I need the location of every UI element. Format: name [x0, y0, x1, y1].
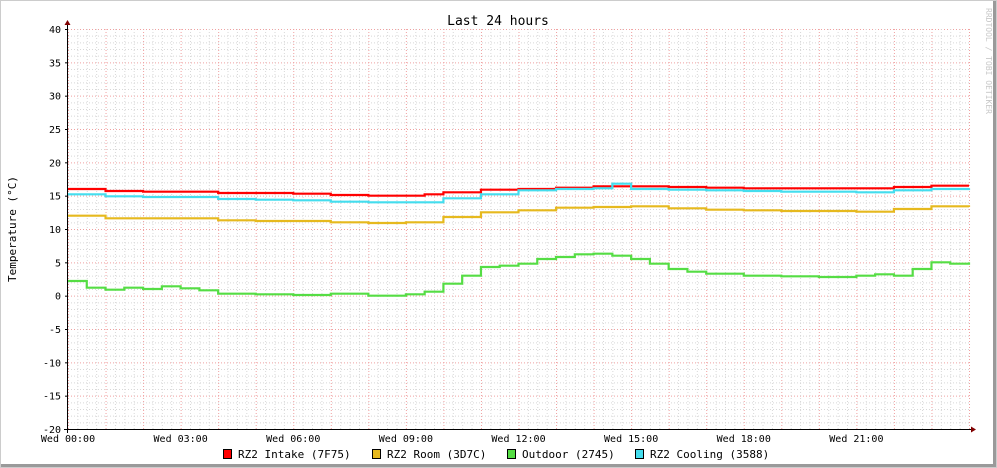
series-line-rz2-cooling-3588 [68, 182, 971, 204]
x-tick-label: Wed 15:00 [604, 434, 658, 445]
y-tick-label: 25 [49, 125, 61, 136]
frame-shadow-bottom [1, 464, 996, 467]
chart-title: Last 24 hours [447, 14, 549, 29]
legend-label: RZ2 Room (3D7C) [387, 448, 486, 461]
y-tick-label: 5 [55, 258, 61, 269]
legend-swatch [635, 449, 644, 459]
x-tick-label: Wed 06:00 [266, 434, 320, 445]
y-axis-arrow-icon [64, 20, 71, 25]
y-tick-label: 10 [49, 225, 61, 236]
y-tick-label: -20 [43, 425, 61, 436]
y-tick-label: 40 [49, 25, 61, 36]
x-tick-labels: Wed 00:00 Wed 03:00 Wed 06:00 Wed 09:00 Wed … [41, 434, 884, 445]
axes [64, 20, 976, 433]
y-tick-label: -5 [49, 325, 61, 336]
x-tick-label: Wed 03:00 [154, 434, 208, 445]
legend-swatch [223, 449, 232, 459]
legend: RZ2 Intake (7F75) RZ2 Room (3D7C) Outdoor … [223, 448, 769, 461]
grid [68, 29, 970, 430]
y-tick-label: 20 [49, 158, 61, 169]
series-line-rz2-intake-7f75 [68, 184, 969, 197]
x-axis-arrow-icon [971, 426, 976, 433]
legend-swatch [507, 449, 516, 459]
x-tick-label: Wed 00:00 [41, 434, 95, 445]
y-tick-label: -10 [43, 358, 61, 369]
x-tick-label: Wed 09:00 [379, 434, 433, 445]
y-tick-label: 30 [49, 92, 61, 103]
y-tick-label: 35 [49, 58, 61, 69]
y-tick-labels: -20 -15 -10 -5 0 5 10 15 20 25 30 35 40 [43, 25, 68, 436]
watermark: RRDTOOL / TOBI OETIKER [984, 8, 993, 114]
legend-label: Outdoor (2745) [522, 448, 615, 461]
series-line-outdoor-2745 [68, 252, 971, 297]
y-tick-label: -15 [43, 392, 61, 403]
y-tick-label: 0 [55, 292, 61, 303]
y-axis-label: Temperature (°C) [6, 176, 19, 282]
legend-swatch [372, 449, 381, 459]
legend-label: RZ2 Intake (7F75) [238, 448, 351, 461]
frame-shadow-right [993, 1, 996, 467]
y-tick-label: 15 [49, 192, 61, 203]
series-line-rz2-room-3d7c [68, 205, 971, 225]
x-tick-label: Wed 18:00 [717, 434, 771, 445]
series-lines [68, 182, 971, 297]
legend-label: RZ2 Cooling (3588) [650, 448, 769, 461]
x-tick-label: Wed 21:00 [829, 434, 883, 445]
x-tick-label: Wed 12:00 [491, 434, 545, 445]
